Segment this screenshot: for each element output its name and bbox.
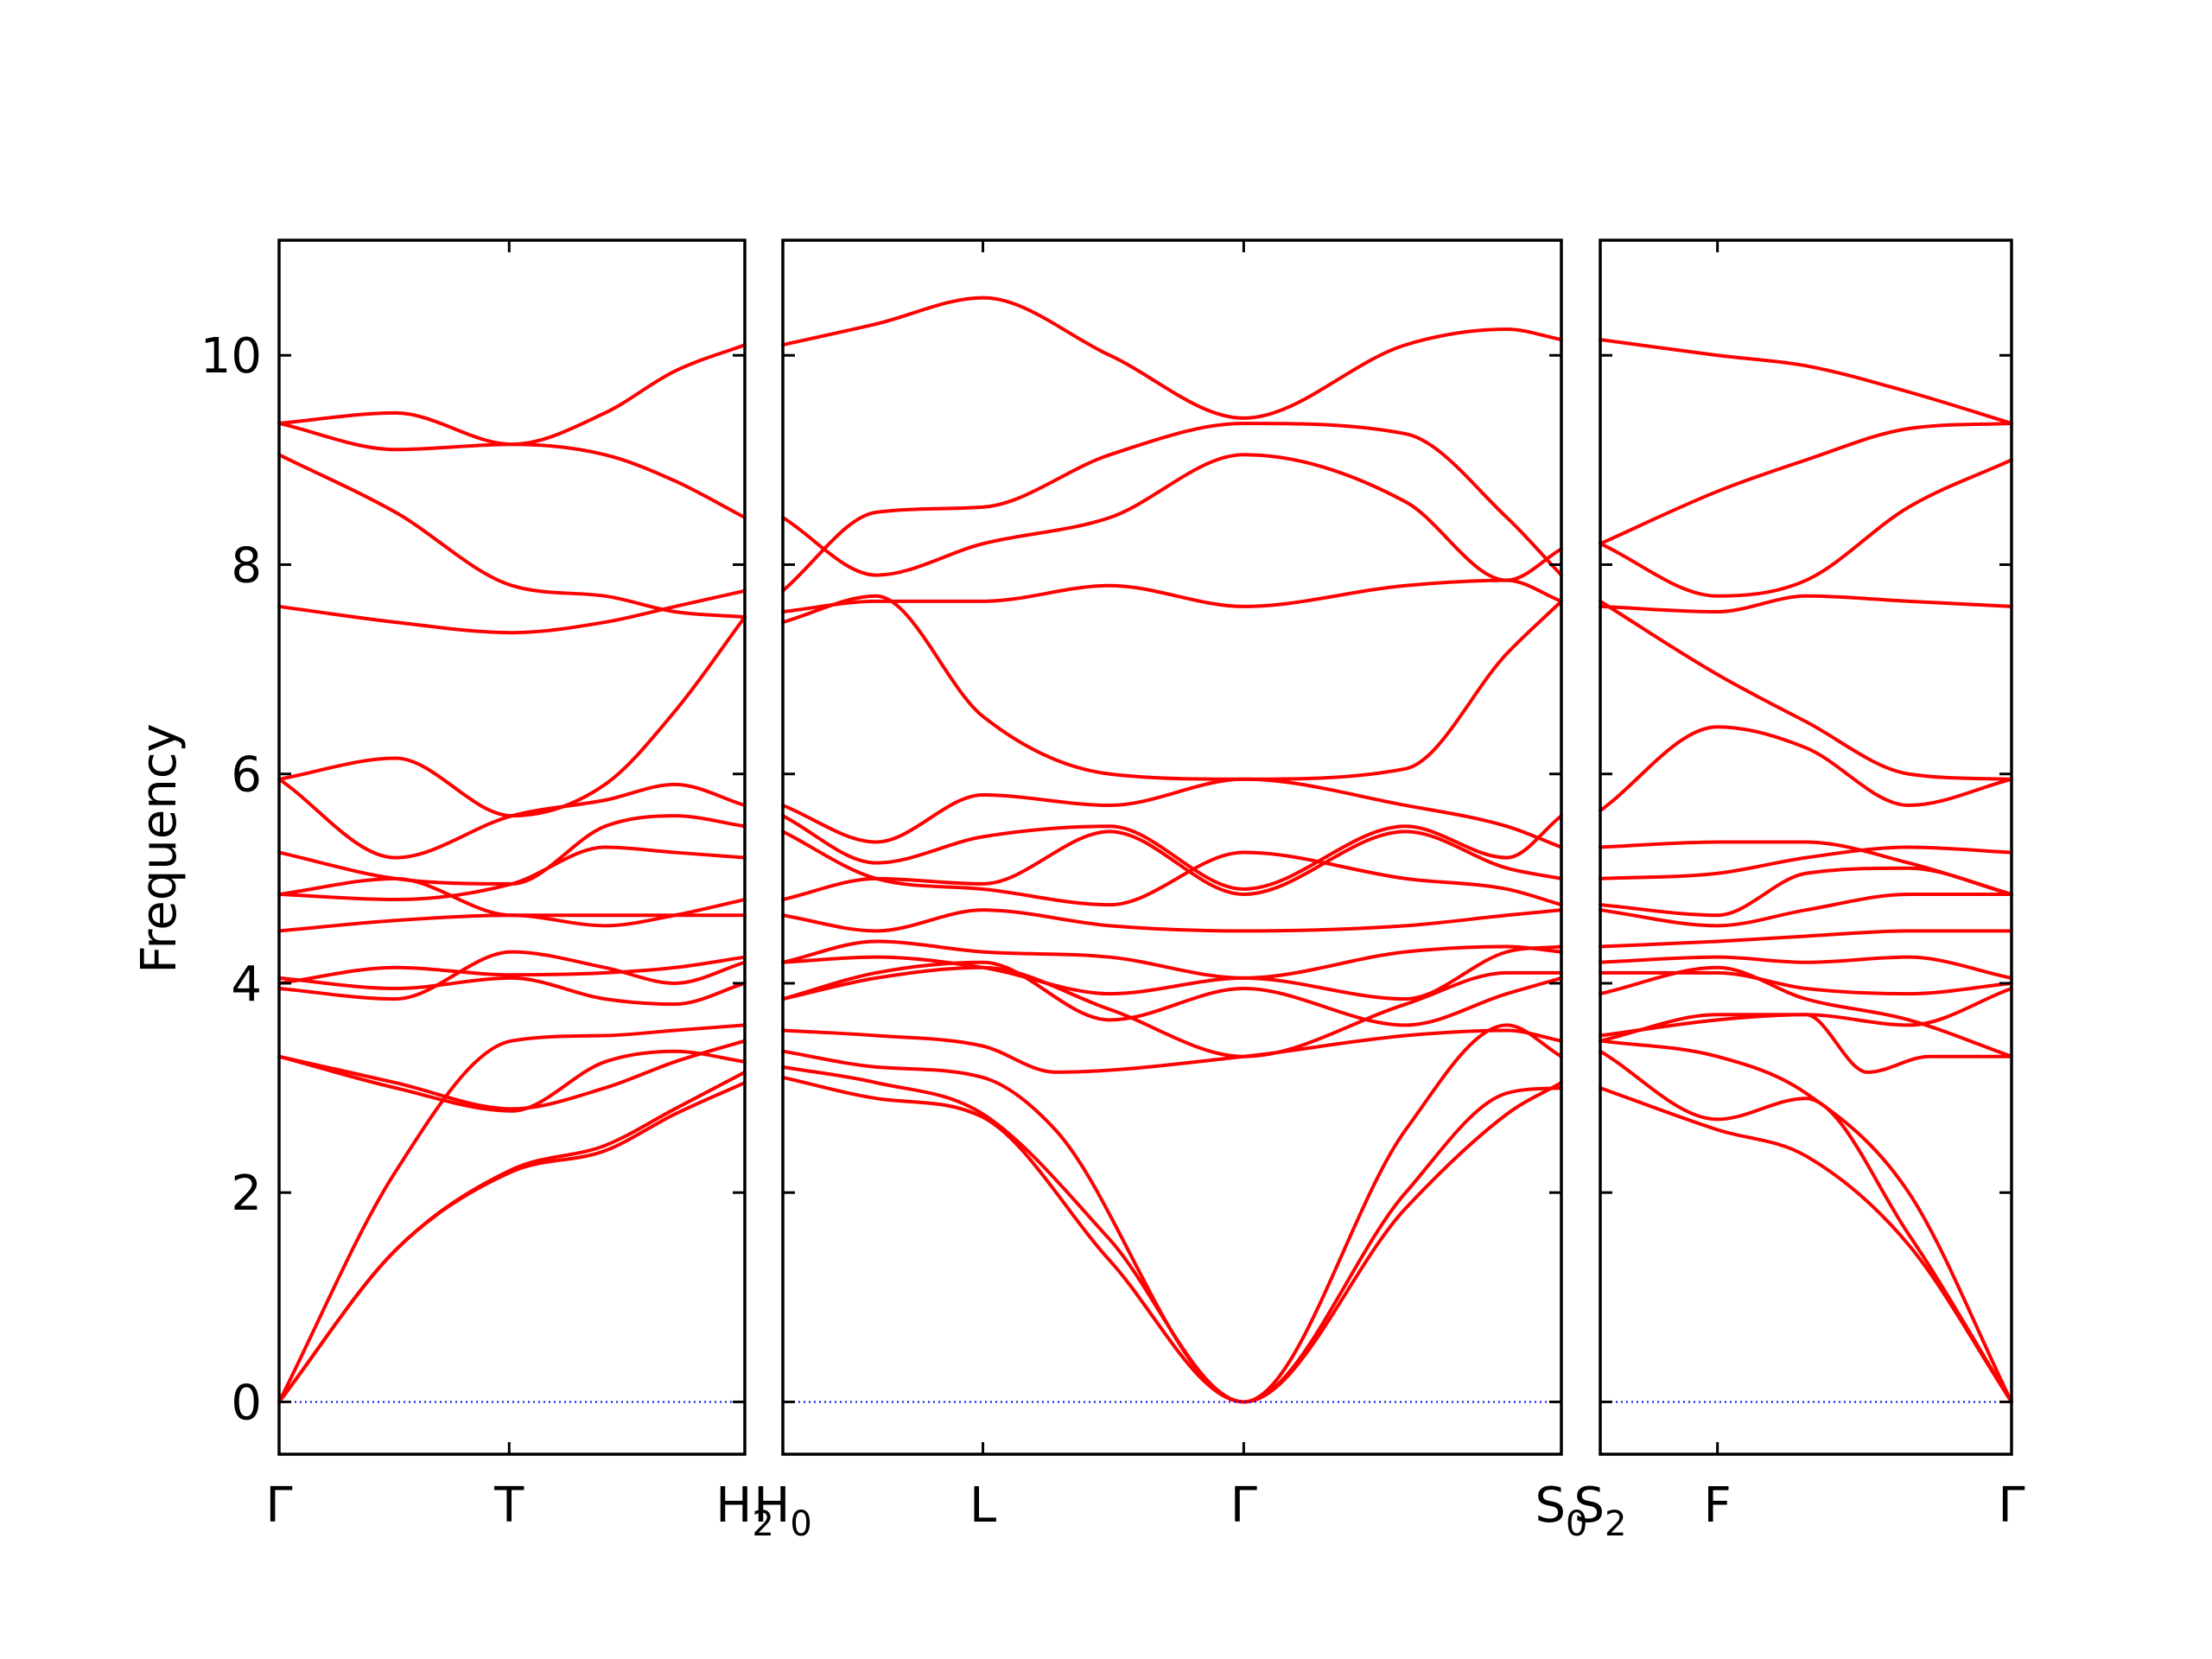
band-line bbox=[781, 960, 1563, 1027]
band-line bbox=[1599, 458, 2013, 598]
band-line bbox=[1599, 955, 2013, 980]
band-line bbox=[277, 1023, 747, 1404]
band-line bbox=[781, 594, 1563, 781]
band-line bbox=[277, 1081, 747, 1404]
band-line bbox=[277, 976, 747, 1007]
band-line bbox=[277, 1039, 747, 1111]
band-line bbox=[1599, 845, 2013, 880]
band-line bbox=[781, 814, 1563, 891]
band-line bbox=[781, 578, 1563, 613]
band-line bbox=[277, 777, 747, 860]
y-axis-label: Frequency bbox=[131, 723, 188, 973]
band-line bbox=[781, 421, 1563, 593]
y-tick-label: 0 bbox=[231, 1375, 262, 1431]
panel-frame bbox=[1599, 238, 2013, 1456]
band-line bbox=[277, 343, 747, 447]
band-line bbox=[781, 1023, 1563, 1404]
band-line bbox=[781, 1075, 1563, 1404]
x-tick-label: F bbox=[1704, 1478, 1732, 1534]
x-tick-label: L bbox=[969, 1478, 996, 1534]
band-line bbox=[781, 944, 1563, 1001]
y-tick-label: 4 bbox=[231, 957, 262, 1013]
x-tick-label: Γ bbox=[1230, 1478, 1257, 1534]
band-line bbox=[1599, 1039, 2013, 1404]
band-line bbox=[277, 421, 747, 519]
panel-frame bbox=[277, 238, 747, 1456]
band-line bbox=[781, 830, 1563, 902]
band-line bbox=[1599, 970, 2013, 996]
y-tick-labels: 0 2 4 6 8 10 bbox=[200, 328, 262, 1431]
band-line bbox=[1599, 929, 2013, 949]
band-line bbox=[781, 965, 1563, 1058]
band-line bbox=[781, 908, 1563, 933]
y-tick-label: 6 bbox=[231, 747, 262, 804]
band-line bbox=[1599, 725, 2013, 813]
band-line bbox=[277, 615, 747, 818]
band-line bbox=[1599, 421, 2013, 546]
panel-2: H0 L Γ S0 bbox=[753, 238, 1588, 1544]
band-line bbox=[1599, 840, 2013, 896]
band-line bbox=[1599, 338, 2013, 425]
x-tick-label: Γ bbox=[1998, 1478, 2024, 1534]
band-line bbox=[1599, 594, 2013, 613]
band-line bbox=[277, 955, 747, 985]
band-line bbox=[1599, 1086, 2013, 1404]
panel-1: Γ T H2 bbox=[265, 238, 774, 1544]
y-tick-label: 8 bbox=[231, 537, 262, 594]
band-line bbox=[781, 453, 1563, 582]
band-line bbox=[781, 939, 1563, 980]
band-line bbox=[1599, 1013, 2013, 1074]
band-line bbox=[277, 950, 747, 1001]
band-line bbox=[781, 830, 1563, 907]
x-tick-label: T bbox=[493, 1478, 524, 1534]
panel-3: S2 F Γ bbox=[1574, 238, 2025, 1544]
y-tick-label: 2 bbox=[231, 1166, 262, 1222]
band-line bbox=[1599, 599, 2013, 781]
band-line bbox=[277, 1049, 747, 1113]
panel-frame bbox=[781, 238, 1563, 1456]
band-line bbox=[781, 296, 1563, 420]
y-tick-label: 10 bbox=[200, 328, 262, 385]
band-line bbox=[781, 1028, 1563, 1074]
x-tick-label: Γ bbox=[265, 1478, 292, 1534]
band-line bbox=[277, 588, 747, 635]
band-line bbox=[1599, 892, 2013, 928]
band-line bbox=[277, 876, 747, 918]
band-line bbox=[781, 777, 1563, 849]
band-line bbox=[277, 453, 747, 620]
band-line bbox=[277, 814, 747, 886]
